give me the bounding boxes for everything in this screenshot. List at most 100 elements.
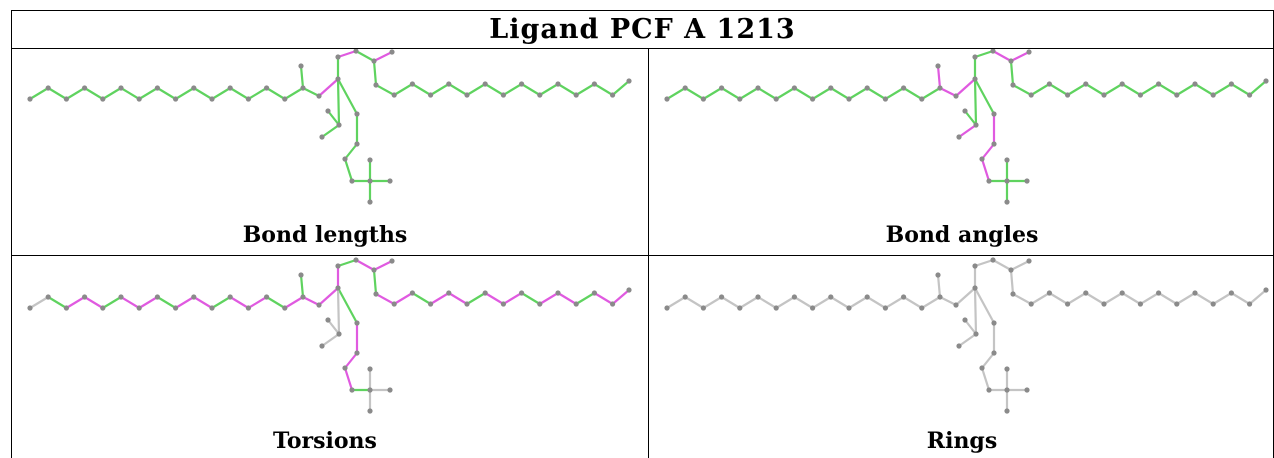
- atom: [986, 387, 992, 393]
- bond: [866, 295, 887, 310]
- atom: [1028, 301, 1034, 307]
- atom: [962, 108, 968, 114]
- bond: [720, 86, 741, 101]
- bond: [1102, 82, 1124, 97]
- atom: [27, 305, 33, 311]
- atom: [100, 96, 106, 102]
- bond: [738, 86, 760, 101]
- atom: [1010, 291, 1016, 297]
- atom: [791, 85, 797, 91]
- bond: [954, 286, 977, 307]
- bond: [1230, 82, 1251, 97]
- bond: [1084, 291, 1106, 306]
- bond: [372, 268, 378, 296]
- atom: [136, 96, 142, 102]
- bond: [465, 291, 487, 306]
- bond: [317, 286, 340, 307]
- caption-bond-angles: Bond angles: [885, 222, 1039, 248]
- atom: [154, 85, 160, 91]
- atom: [387, 387, 393, 393]
- atom: [626, 287, 632, 293]
- bond: [1175, 82, 1197, 97]
- bond: [938, 295, 958, 307]
- atom: [325, 317, 331, 323]
- atom: [154, 294, 160, 300]
- bond: [336, 49, 358, 59]
- atom: [446, 81, 452, 87]
- bond: [1066, 291, 1087, 306]
- bond: [775, 86, 796, 101]
- atom: [953, 302, 959, 308]
- atom: [882, 96, 888, 102]
- bond: [1212, 82, 1233, 97]
- atom: [353, 49, 359, 54]
- bond: [283, 86, 305, 101]
- atom: [591, 290, 598, 296]
- bond: [1212, 291, 1233, 306]
- bond: [1139, 82, 1160, 97]
- bond: [174, 295, 195, 310]
- atom: [298, 63, 304, 69]
- atom: [610, 92, 616, 98]
- bond: [973, 258, 995, 268]
- bond: [980, 142, 996, 161]
- atom: [1119, 290, 1125, 296]
- frame-left-rule: [11, 10, 12, 458]
- bond: [556, 291, 578, 306]
- bond: [1121, 291, 1142, 306]
- atom: [1024, 178, 1030, 184]
- atom: [118, 85, 124, 91]
- bond: [902, 86, 923, 101]
- bond: [336, 77, 359, 116]
- atom: [354, 141, 360, 147]
- bond: [920, 295, 942, 310]
- atom: [919, 305, 925, 311]
- bond: [973, 77, 996, 116]
- atom: [391, 92, 397, 98]
- atom: [316, 302, 322, 308]
- atom: [191, 294, 197, 300]
- atom: [336, 331, 342, 337]
- atom: [755, 294, 761, 300]
- bond: [756, 295, 778, 310]
- bond: [938, 86, 958, 98]
- atom: [371, 267, 377, 273]
- bond: [936, 64, 942, 90]
- atom: [446, 290, 452, 296]
- bond: [119, 295, 141, 310]
- atom: [828, 294, 834, 300]
- atom: [500, 92, 506, 98]
- bond: [229, 86, 250, 101]
- atom: [319, 134, 325, 140]
- bond: [1248, 79, 1268, 97]
- atom: [1192, 81, 1198, 87]
- bond: [575, 82, 596, 97]
- bond: [1030, 291, 1051, 306]
- atom: [367, 387, 373, 393]
- atom: [1008, 267, 1014, 273]
- atom: [519, 81, 525, 87]
- atom: [409, 81, 415, 87]
- bond: [793, 295, 814, 310]
- bond: [1248, 288, 1268, 306]
- bond: [320, 332, 341, 348]
- column-divider: [648, 48, 649, 458]
- bond: [684, 86, 705, 101]
- bond: [1009, 259, 1031, 272]
- atom: [349, 387, 355, 393]
- molecule-torsions: [27, 257, 632, 414]
- atom: [371, 58, 377, 64]
- atom: [354, 111, 360, 117]
- atom: [82, 85, 88, 91]
- bond: [980, 157, 991, 183]
- atom: [1210, 92, 1216, 98]
- bond: [447, 82, 469, 97]
- bond: [980, 366, 991, 392]
- atom: [719, 294, 725, 300]
- bond: [138, 295, 159, 310]
- atom: [373, 291, 379, 297]
- bond: [247, 295, 268, 310]
- atom: [342, 365, 348, 371]
- bond: [393, 291, 414, 306]
- bond: [101, 86, 123, 101]
